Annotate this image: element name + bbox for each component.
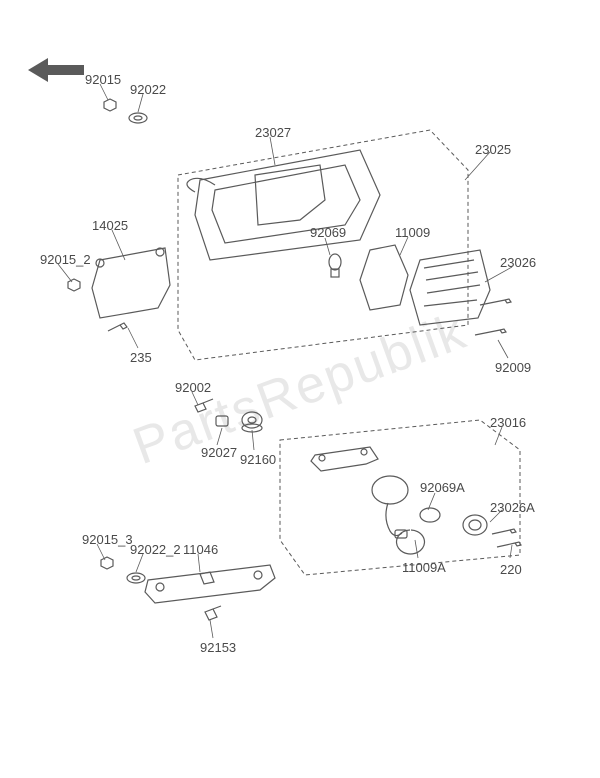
- part-label: 23026A: [490, 500, 535, 515]
- part-label: 92153: [200, 640, 236, 655]
- part-label: 23025: [475, 142, 511, 157]
- parts-diagram: PartsRepublik: [0, 0, 600, 778]
- part-label: 92002: [175, 380, 211, 395]
- part-label: 92015_3: [82, 532, 133, 547]
- part-label: 11009A: [402, 560, 446, 575]
- part-label: 11046: [183, 542, 218, 557]
- part-label: 92069: [310, 225, 346, 240]
- part-label: 23027: [255, 125, 291, 140]
- part-label: 92022: [130, 82, 166, 97]
- part-label: 92160: [240, 452, 276, 467]
- part-label: 92069A: [420, 480, 465, 495]
- part-label: 235: [130, 350, 152, 365]
- part-label: 92009: [495, 360, 531, 375]
- diagram-drawing: [0, 0, 600, 778]
- part-label: 92022_2: [130, 542, 181, 557]
- part-label: 11009: [395, 225, 430, 240]
- part-label: 14025: [92, 218, 128, 233]
- direction-arrow-icon: [28, 58, 84, 87]
- part-label: 92015: [85, 72, 121, 87]
- part-label: 92027: [201, 445, 237, 460]
- part-label: 23016: [490, 415, 526, 430]
- part-label: 23026: [500, 255, 536, 270]
- part-label: 92015_2: [40, 252, 91, 267]
- part-label: 220: [500, 562, 522, 577]
